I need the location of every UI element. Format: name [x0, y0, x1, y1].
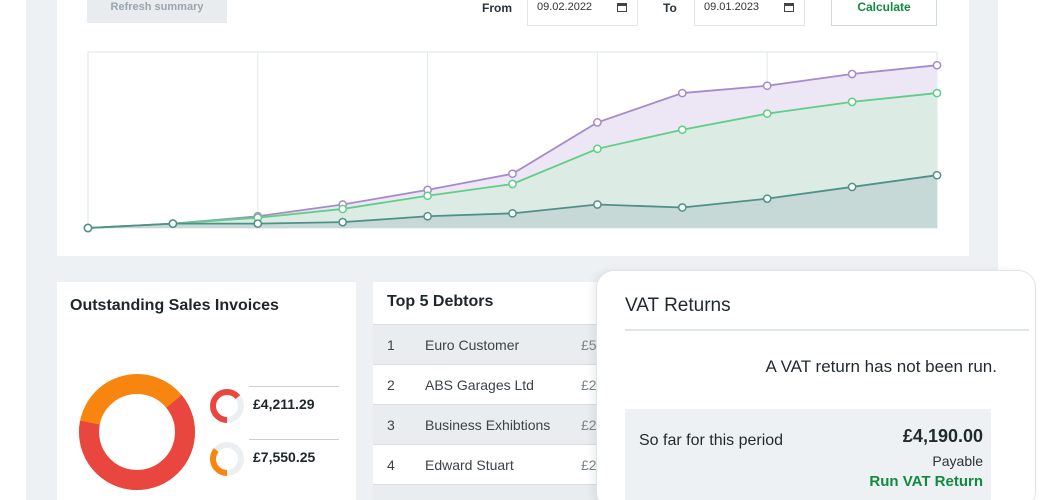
outstanding-sales-invoices-card: Outstanding Sales Invoices £4,211.29 £7,…: [57, 282, 356, 500]
series-1-point: [847, 69, 857, 79]
table-row[interactable]: 3 Business Exhibtions £2: [373, 404, 613, 444]
series-1-point: [932, 60, 942, 70]
series-area-2: [88, 93, 937, 228]
series-1-point: [593, 118, 602, 127]
table-row[interactable]: 4 Edward Stuart £2: [373, 444, 613, 484]
from-date-value: 09.02.2022: [537, 1, 593, 13]
series-2-point: [338, 204, 348, 214]
debtor-amount: £2: [581, 377, 597, 393]
run-vat-return-link[interactable]: Run VAT Return: [869, 473, 983, 490]
divider: [625, 329, 1029, 331]
debtor-name: Business Exhibtions: [425, 417, 551, 433]
series-3-point: [168, 219, 178, 228]
vat-period-summary: So far for this period £4,190.00 Payable…: [625, 409, 991, 500]
vat-returns-card: VAT Returns A VAT return has not been ru…: [596, 270, 1036, 500]
outstanding-amount-2: £7,550.25: [253, 449, 316, 465]
outstanding-item: £7,550.25: [207, 439, 339, 479]
series-3-point: [847, 182, 857, 192]
mini-donut-red: [210, 389, 244, 423]
from-label: From: [482, 1, 512, 15]
vat-title: VAT Returns: [625, 295, 731, 316]
table-row[interactable]: [373, 484, 613, 500]
series-3-point: [762, 194, 772, 204]
vat-period-label: So far for this period: [639, 432, 784, 449]
debtor-rank: 4: [387, 457, 395, 473]
refresh-summary-button[interactable]: Refresh summary: [87, 0, 227, 23]
to-label: To: [663, 1, 677, 15]
series-3-point: [932, 170, 942, 180]
donut-segment-red: [79, 374, 195, 490]
vat-amount: £4,190.00: [902, 426, 983, 446]
series-2-point: [677, 125, 687, 135]
debtor-amount: £5: [581, 337, 597, 353]
debtor-rank: 2: [387, 377, 395, 393]
debtor-name: ABS Garages Ltd: [425, 377, 534, 393]
from-date-input[interactable]: 09.02.2022: [527, 0, 638, 26]
series-1-point: [677, 88, 687, 98]
divider: [249, 386, 339, 387]
table-row[interactable]: 2 ABS Garages Ltd £2: [373, 364, 613, 404]
outstanding-item: £4,211.29: [207, 386, 339, 426]
series-3-point: [423, 211, 432, 221]
debtor-rank: 3: [387, 417, 395, 433]
outstanding-title: Outstanding Sales Invoices: [70, 297, 279, 314]
vat-message: A VAT return has not been run.: [765, 357, 997, 376]
debtors-title: Top 5 Debtors: [387, 293, 494, 310]
series-1-point: [508, 169, 517, 179]
outstanding-donut-chart: [79, 374, 195, 490]
calculate-button[interactable]: Calculate: [831, 0, 937, 26]
series-3-point: [593, 200, 602, 209]
series-3-point: [508, 208, 517, 218]
debtor-rank: 1: [387, 337, 395, 353]
series-area-3: [88, 175, 937, 228]
series-3-point: [338, 217, 348, 227]
to-date-value: 09.01.2023: [704, 1, 760, 13]
series-2-point: [932, 88, 942, 98]
calendar-icon[interactable]: [784, 3, 794, 12]
calendar-icon[interactable]: [617, 3, 627, 12]
debtor-name: Edward Stuart: [425, 457, 514, 473]
outstanding-amount-1: £4,211.29: [253, 396, 315, 412]
mini-donut-orange: [210, 442, 244, 476]
series-1-point: [762, 81, 772, 91]
series-2-point: [508, 179, 517, 189]
to-date-input[interactable]: 09.01.2023: [694, 0, 805, 26]
top-debtors-card: Top 5 Debtors 1 Euro Customer £5 2 ABS G…: [373, 282, 613, 500]
debtor-amount: £2: [581, 417, 597, 433]
series-2-point: [423, 191, 432, 201]
series-2-point: [593, 144, 602, 154]
divider: [249, 439, 339, 440]
summary-chart-card: Refresh summary From 09.02.2022 To 09.01…: [57, 0, 969, 256]
series-3-point: [83, 223, 93, 233]
summary-area-chart: [83, 51, 942, 233]
table-row[interactable]: 1 Euro Customer £5: [373, 324, 613, 364]
series-2-point: [762, 109, 772, 118]
series-2-point: [847, 97, 857, 107]
series-3-point: [253, 219, 263, 228]
vat-status: Payable: [932, 453, 983, 469]
debtor-name: Euro Customer: [425, 337, 520, 353]
series-3-point: [677, 203, 687, 212]
debtor-amount: £2: [581, 457, 597, 473]
